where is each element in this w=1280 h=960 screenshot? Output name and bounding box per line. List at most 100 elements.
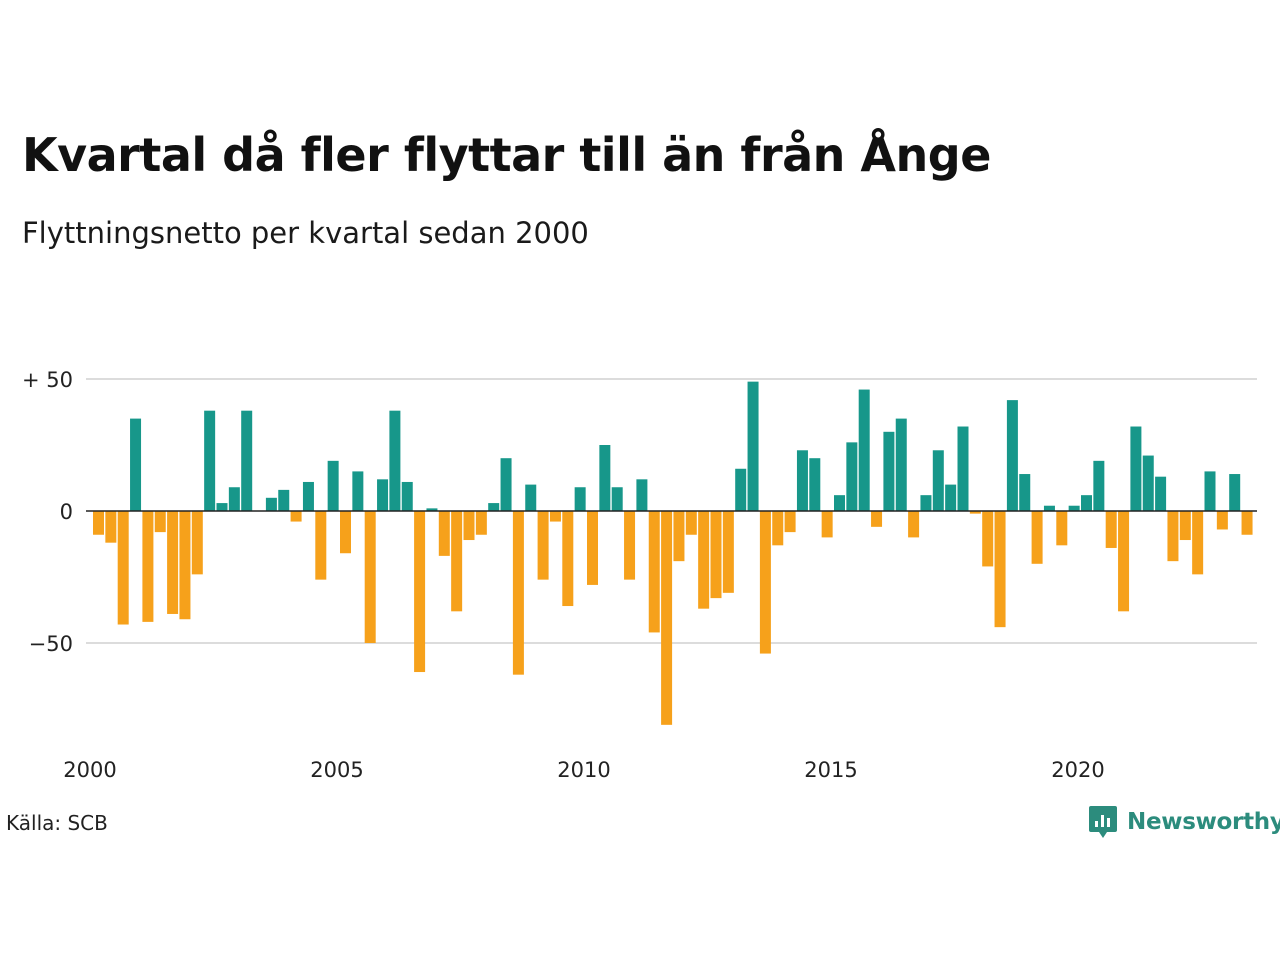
bar <box>994 511 1006 628</box>
bar <box>834 495 845 511</box>
bar <box>1093 460 1105 511</box>
bar <box>796 450 808 511</box>
bar <box>698 511 710 609</box>
bar <box>871 511 883 527</box>
x-tick-label: 2000 <box>63 758 116 782</box>
bar <box>562 511 574 607</box>
bar <box>673 511 685 562</box>
bar <box>315 511 327 580</box>
y-axis-labels: + 50 0 −50 <box>22 368 73 656</box>
bar <box>624 511 636 580</box>
bar <box>525 484 537 511</box>
bar <box>488 503 500 511</box>
bar <box>290 511 302 522</box>
bar <box>154 511 166 533</box>
bar <box>216 503 228 511</box>
bar <box>401 481 413 511</box>
bar <box>463 511 475 541</box>
bar <box>537 511 549 580</box>
bar <box>1192 511 1204 575</box>
x-tick-label: 2020 <box>1051 758 1104 782</box>
bar <box>105 511 117 543</box>
bar <box>228 487 240 511</box>
bar <box>920 495 932 511</box>
source-note: Källa: SCB <box>6 811 108 835</box>
bar <box>648 511 660 633</box>
bar <box>327 460 339 511</box>
bar <box>908 511 920 538</box>
bars <box>93 381 1253 725</box>
bar <box>438 511 450 556</box>
bar <box>809 458 821 511</box>
newsworthy-logo-text: Newsworthy <box>1127 809 1280 835</box>
bar <box>1031 511 1043 564</box>
bar <box>340 511 351 554</box>
bar <box>735 468 747 511</box>
bar <box>191 511 203 575</box>
bar <box>549 511 561 522</box>
x-tick-label: 2005 <box>310 758 363 782</box>
y-tick-label: 0 <box>60 500 73 524</box>
bar <box>685 511 697 535</box>
bar <box>500 458 512 511</box>
bar <box>389 410 401 511</box>
y-tick-label: + 50 <box>22 368 73 392</box>
bar <box>117 511 129 625</box>
bar <box>475 511 487 535</box>
bar <box>1142 455 1154 511</box>
bar <box>265 497 277 511</box>
bar <box>93 511 104 535</box>
bar <box>1081 495 1092 511</box>
bar <box>1241 511 1253 535</box>
bar <box>821 511 833 538</box>
bar <box>636 479 648 511</box>
bar <box>772 511 784 546</box>
x-axis-labels: 2000 2005 2010 2015 2020 <box>63 758 1104 782</box>
chart-title: Kvartal då fler flyttar till än från Ång… <box>22 128 991 182</box>
x-tick-label: 2010 <box>557 758 610 782</box>
bar <box>130 418 142 511</box>
bar <box>1216 511 1228 530</box>
bar <box>167 511 179 614</box>
bar <box>982 511 994 567</box>
bar <box>1006 400 1018 511</box>
bar <box>784 511 796 533</box>
bar <box>179 511 191 620</box>
bar <box>1130 426 1142 511</box>
bar <box>722 511 734 593</box>
bar <box>747 381 759 511</box>
bar <box>278 489 290 511</box>
bar <box>1155 476 1167 511</box>
bar <box>846 442 858 511</box>
bar <box>1167 511 1179 562</box>
bar <box>1179 511 1191 541</box>
chart-subtitle: Flyttningsnetto per kvartal sedan 2000 <box>22 216 589 250</box>
y-tick-label: −50 <box>29 632 73 656</box>
bar <box>352 471 364 511</box>
newsworthy-logo[interactable]: Newsworthy <box>1088 804 1280 840</box>
bar <box>661 511 673 725</box>
bar <box>1118 511 1130 612</box>
bar <box>241 410 253 511</box>
newsworthy-logo-icon <box>1089 806 1117 838</box>
bar <box>364 511 376 643</box>
bar <box>1056 511 1068 546</box>
bar <box>932 450 944 511</box>
bar <box>1043 505 1055 511</box>
bar <box>414 511 426 673</box>
bar <box>574 487 586 511</box>
bar <box>1204 471 1216 511</box>
bar <box>426 508 438 511</box>
bar <box>945 484 957 511</box>
bar <box>1105 511 1117 548</box>
bar <box>883 431 895 511</box>
bar <box>957 426 969 511</box>
bar <box>895 418 907 511</box>
bar <box>1068 505 1080 511</box>
bar <box>858 389 870 511</box>
bar <box>710 511 722 599</box>
bar <box>611 487 623 511</box>
bar <box>759 511 771 654</box>
bar <box>969 511 981 514</box>
bar <box>587 511 598 585</box>
